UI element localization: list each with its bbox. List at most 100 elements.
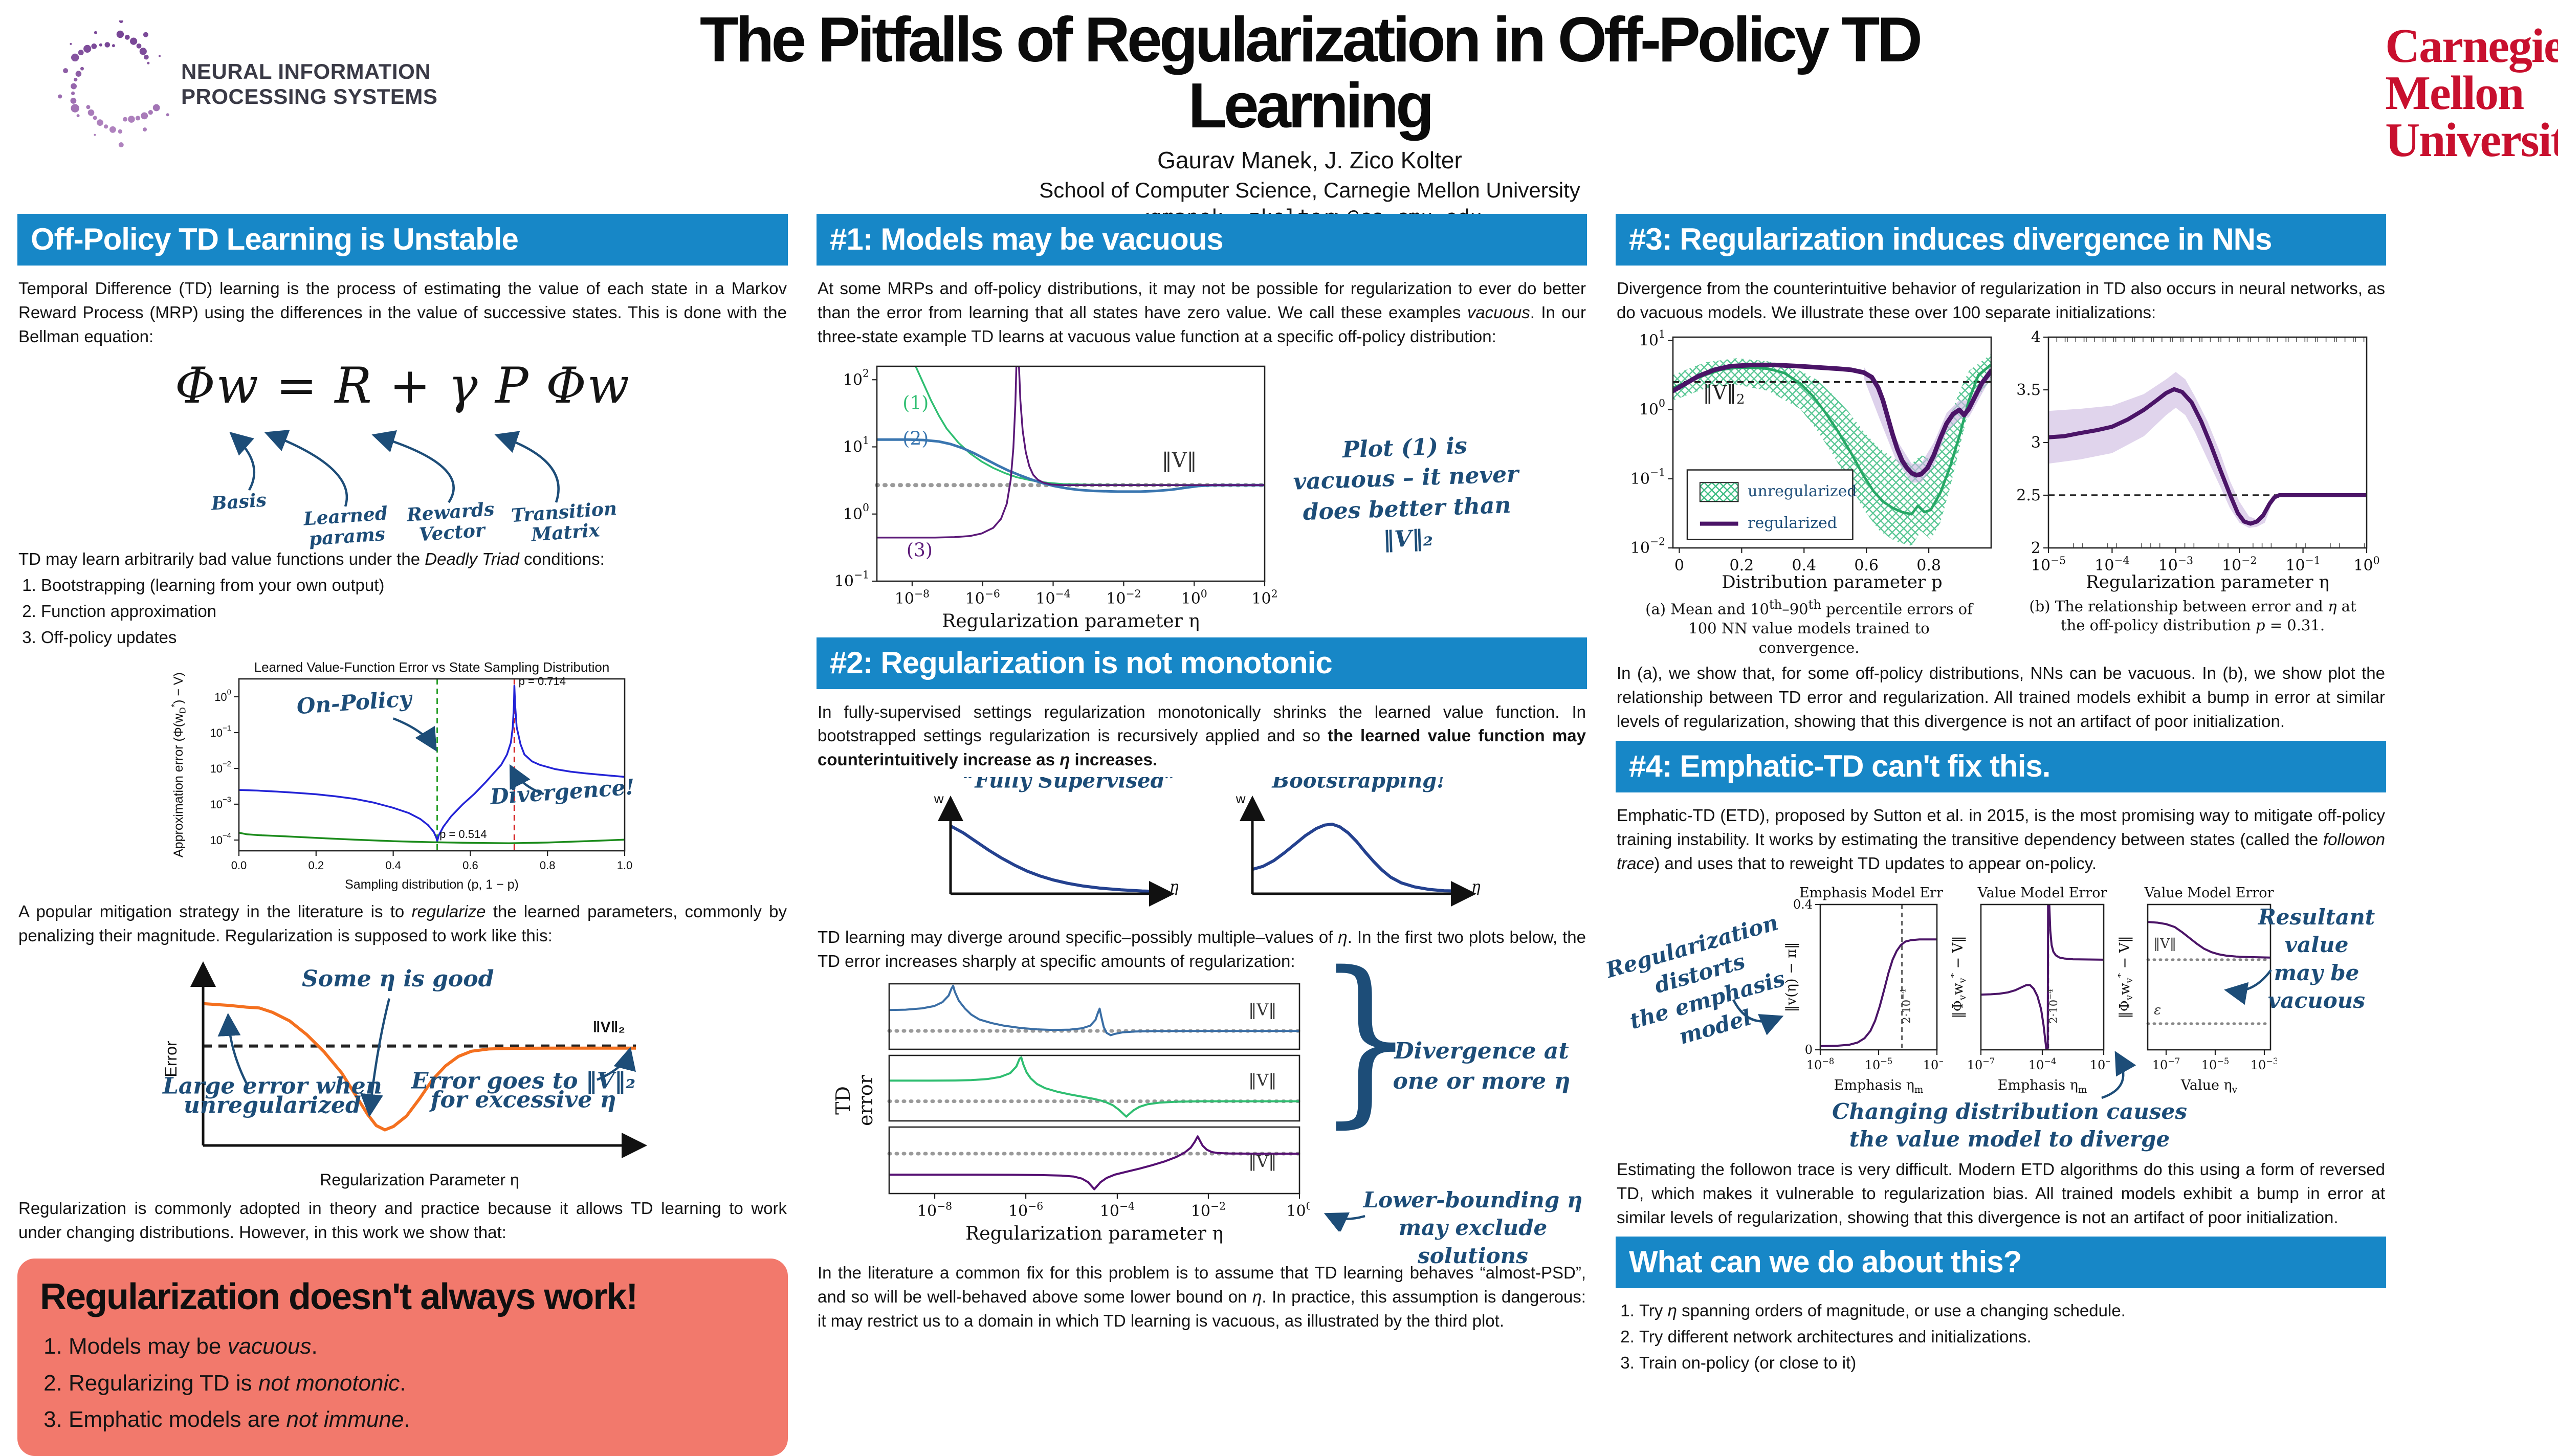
nn-figures-row: 0 0.2 0.4 0.6 0.8 101 100 10−1 10−2 Distribution … xyxy=(1616,329,2386,658)
svg-text:1.0: 1.0 xyxy=(617,859,633,872)
svg-text:2·10−4: 2·10−4 xyxy=(2046,988,2060,1023)
annotation-divergence: Divergence at one or more η xyxy=(1393,1038,1571,1095)
svg-text:10−2: 10−2 xyxy=(210,759,231,775)
lower-bound-arrow-icon xyxy=(1324,1212,1365,1231)
recommendation-2: Try different network architectures and … xyxy=(1639,1325,2386,1350)
svg-text:ε: ε xyxy=(2154,1002,2161,1018)
eq-label-learned-params: Learned params xyxy=(302,502,389,550)
svg-text:Sampling distribution (p, 1 −: Sampling distribution (p, 1 − p) xyxy=(345,877,519,892)
eq-label-transition-matrix: Transition Matrix xyxy=(510,497,618,545)
alert-list: Models may be vacuous. Regularizing TD i… xyxy=(43,1328,765,1438)
svg-text:Regularization parameter η: Regularization parameter η xyxy=(965,1223,1223,1244)
caption-b: (b) The relationship between error and η… xyxy=(2029,597,2356,634)
affiliation: School of Computer Science, Carnegie Mel… xyxy=(1039,178,1580,202)
svg-text:‖V‖: ‖V‖ xyxy=(1162,449,1197,472)
svg-text:‖V‖: ‖V‖ xyxy=(1248,1152,1276,1171)
svg-text:p = 0.714: p = 0.714 xyxy=(519,675,566,688)
svg-text:102: 102 xyxy=(1251,587,1277,608)
svg-text:‖Φvwv* − V‖: ‖Φvwv* − V‖ xyxy=(2118,936,2135,1019)
recommendation-1: Try η spanning orders of magnitude, or u… xyxy=(1639,1298,2386,1323)
nn-figure-b: 10−5 10−4 10−3 10−2 10−1 100 2 2.5 3 3.5 4 Regulari… xyxy=(2003,329,2382,658)
bellman-equation: Φw = R + γ P Φw xyxy=(175,357,630,414)
annotation-distorts-emphasis: Regularization distorts the emphasis mode… xyxy=(1603,909,1788,1049)
svg-text:10−1: 10−1 xyxy=(1630,466,1665,488)
svg-text:10−6: 10−6 xyxy=(965,587,1000,608)
svg-text:2·10−4: 2·10−4 xyxy=(1900,988,1913,1023)
neurips-logo-text: NEURAL INFORMATION PROCESSING SYSTEMS xyxy=(181,59,437,109)
svg-text:(2): (2) xyxy=(902,428,929,449)
cmu-wordmark: Carnegie Mellon University xyxy=(2385,22,2558,164)
svg-text:101: 101 xyxy=(843,434,869,455)
alert-box: Regularization doesn't always work! Mode… xyxy=(17,1259,788,1456)
svg-text:2.5: 2.5 xyxy=(2016,486,2041,504)
svg-text:10−8: 10−8 xyxy=(917,1200,952,1220)
svg-text:0.2: 0.2 xyxy=(308,859,324,872)
neurips-logo: NEURAL INFORMATION PROCESSING SYSTEMS xyxy=(51,20,437,148)
svg-text:100: 100 xyxy=(843,501,869,523)
svg-text:10−4: 10−4 xyxy=(1100,1200,1135,1220)
nn-figure-a: 0 0.2 0.4 0.6 0.8 101 100 10−1 10−2 Distribution … xyxy=(1620,329,1998,658)
svg-text:Emphasis Model Error: Emphasis Model Error xyxy=(1799,885,1943,901)
bellman-equation-figure: Φw = R + γ P Φw Basis Learned params Rewa… xyxy=(45,353,761,550)
figure-error-vs-eta: 10−5 10−4 10−3 10−2 10−1 100 2 2.5 3 3.5 4 Regulari… xyxy=(2003,329,2382,595)
svg-text:“Fully Supervised”: “Fully Supervised” xyxy=(963,777,1176,793)
svg-text:10−7: 10−7 xyxy=(1967,1056,1995,1072)
section-header-not-monotonic: #2: Regularization is not monotonic xyxy=(817,637,1587,689)
section-header-what-can-we-do: What can we do about this? xyxy=(1616,1237,2386,1289)
figure-error-vs-sampling: 0.0 0.2 0.4 0.6 0.8 1.0 100 10−1 10−2 10−3 10−4 Lea… xyxy=(17,655,788,896)
figure-value-model-error-emphasis: 10−7 10−4 10−1 Value Model Error Emphasis ηm… xyxy=(1951,882,2110,1097)
title-block: The Pitfalls of Regularization in Off-Po… xyxy=(619,7,2000,229)
svg-text:100: 100 xyxy=(1639,397,1665,418)
svg-text:10−1: 10−1 xyxy=(210,723,231,739)
svg-text:0.4: 0.4 xyxy=(385,859,401,872)
sketch-pair: w η “Fully Supervised” w η Bootstrapping! xyxy=(817,777,1587,920)
svg-text:Regularization parameter η: Regularization parameter η xyxy=(942,611,1200,632)
svg-text:η: η xyxy=(1170,878,1179,896)
svg-text:10−4: 10−4 xyxy=(2094,554,2129,575)
etd-figures-block: 10−8 10−5 10−2 0.4 0 Emphasis Model Error Emph… xyxy=(1603,882,2386,1154)
svg-text:0.4: 0.4 xyxy=(1793,897,1813,912)
section-header-vacuous: #1: Models may be vacuous xyxy=(817,214,1587,266)
svg-text:Some η is good: Some η is good xyxy=(302,966,494,992)
middle-paragraph-3: TD learning may diverge around specific–… xyxy=(818,928,1586,971)
poster-root: NEURAL INFORMATION PROCESSING SYSTEMS Th… xyxy=(0,0,2558,1310)
left-paragraph-2: TD may learn arbitrarily bad value funct… xyxy=(18,549,605,568)
middle-paragraph-1: At some MRPs and off-policy distribution… xyxy=(818,279,1586,346)
svg-text:10−1: 10−1 xyxy=(834,568,869,590)
svg-text:Approximation error (Φ(wD*) −: Approximation error (Φ(wD*) − V) xyxy=(170,672,188,857)
svg-text:0.0: 0.0 xyxy=(231,859,247,872)
svg-text:‖v(η) − π‖: ‖v(η) − π‖ xyxy=(1784,942,1799,1012)
svg-text:10−7: 10−7 xyxy=(2152,1056,2180,1072)
svg-text:101: 101 xyxy=(1639,329,1665,349)
figure-bootstrapping-sketch: w η Bootstrapping! xyxy=(1220,777,1486,920)
svg-text:‖V‖2: ‖V‖2 xyxy=(1703,381,1745,407)
svg-text:10−2: 10−2 xyxy=(1630,535,1665,557)
brace-icon: } xyxy=(1317,933,1415,1144)
figure-nn-percentiles: 0 0.2 0.4 0.6 0.8 101 100 10−1 10−2 Distribution … xyxy=(1620,329,1998,595)
svg-text:10−3: 10−3 xyxy=(2158,554,2193,575)
caption-a: (a) Mean and 10th–90th percentile errors… xyxy=(1645,597,1973,656)
triad-item-3: Off-policy updates xyxy=(41,625,788,650)
svg-text:10−5: 10−5 xyxy=(1865,1056,1893,1072)
svg-text:Large error when: Large error when xyxy=(162,1073,382,1099)
svg-text:10−3: 10−3 xyxy=(210,795,231,810)
annotation-changing-distribution: Changing distribution causes the value mo… xyxy=(1832,1098,2187,1152)
svg-text:‖Φvwv* − V‖: ‖Φvwv* − V‖ xyxy=(1951,936,1968,1019)
svg-text:regularized: regularized xyxy=(1748,514,1837,532)
svg-text:w: w xyxy=(1236,791,1246,806)
etd-figures-row: 10−8 10−5 10−2 0.4 0 Emphasis Model Error Emph… xyxy=(1784,882,2386,1097)
svg-text:Learned Value-Function Error v: Learned Value-Function Error vs State Sa… xyxy=(254,659,610,675)
svg-text:100: 100 xyxy=(2353,554,2379,575)
svg-text:10−2: 10−2 xyxy=(2222,554,2257,575)
svg-text:102: 102 xyxy=(843,367,869,388)
svg-text:10−6: 10−6 xyxy=(1008,1200,1043,1220)
poster-title: The Pitfalls of Regularization in Off-Po… xyxy=(699,5,1923,141)
annotation-resultant-vacuous: Resultant value may be vacuous xyxy=(2258,904,2375,1013)
neurips-line1: NEURAL INFORMATION xyxy=(181,59,431,84)
svg-text:w: w xyxy=(934,791,944,806)
column-right: #3: Regularization induces divergence in… xyxy=(1603,211,2386,1456)
right-paragraph-1: Divergence from the counterintuitive beh… xyxy=(1617,279,2385,322)
figure-vacuous-row: 10−8 10−6 10−4 10−2 100 102 102 101 100 10−1 Regul… xyxy=(817,353,1587,634)
alert-item-1: Models may be vacuous. xyxy=(69,1328,765,1364)
figure-fully-supervised-sketch: w η “Fully Supervised” xyxy=(918,777,1184,920)
